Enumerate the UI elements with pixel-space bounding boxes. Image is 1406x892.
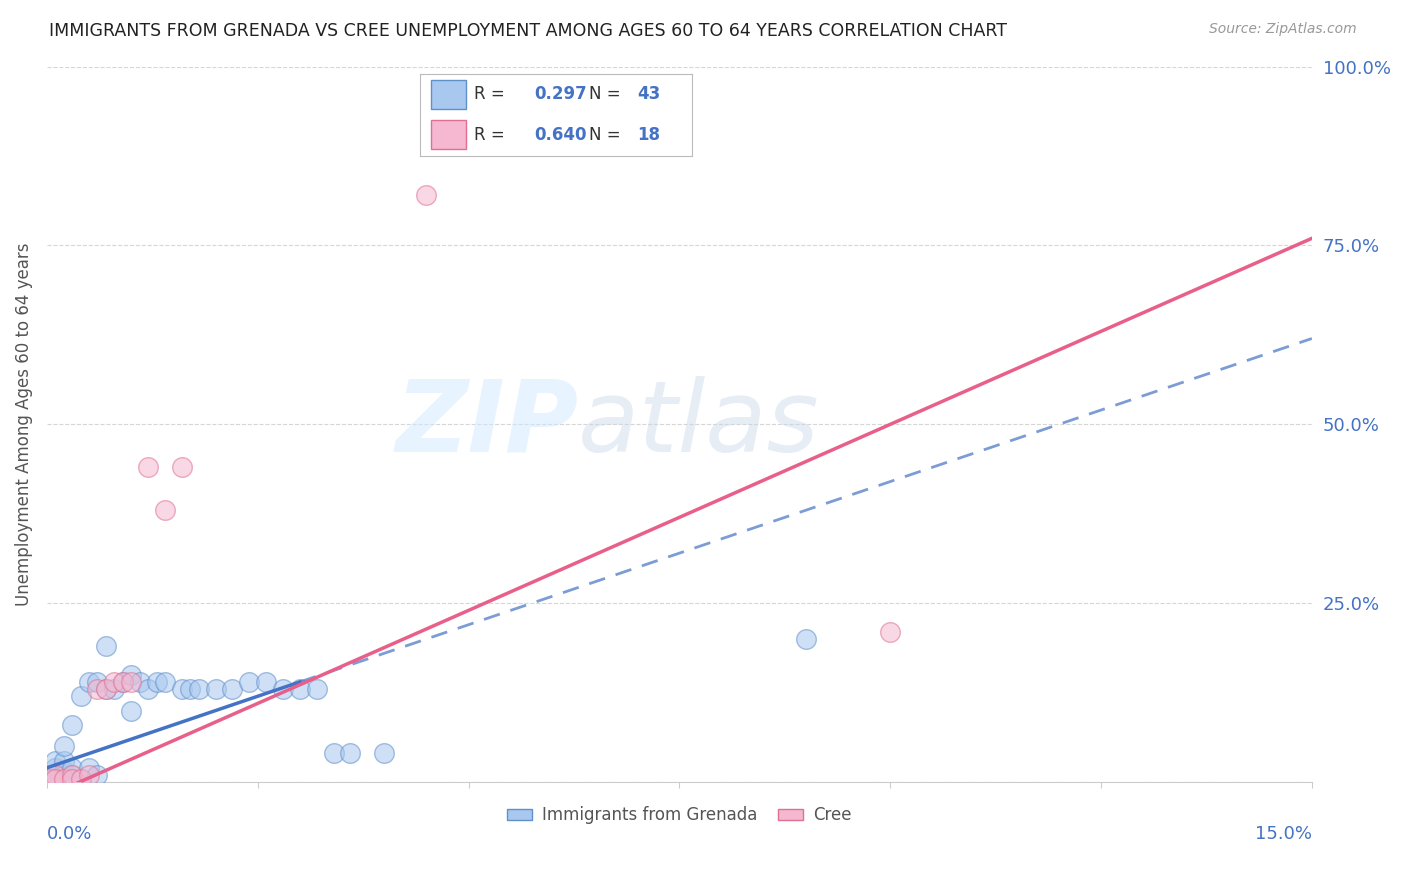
Point [86, 675, 108, 690]
Point [77, 768, 100, 782]
Point [103, 682, 125, 697]
Point [69, 772, 91, 786]
Point [373, 747, 395, 761]
Point [60, 718, 83, 732]
Point [322, 747, 344, 761]
Point [339, 747, 361, 761]
Point [60, 768, 83, 782]
Point [254, 675, 277, 690]
Point [305, 682, 328, 697]
Point [44, 772, 66, 786]
Point [120, 667, 142, 681]
Point [60, 768, 83, 782]
Point [44, 772, 66, 786]
Point [128, 675, 150, 690]
Point [69, 690, 91, 704]
Point [86, 768, 108, 782]
Point [120, 675, 142, 690]
Point [170, 682, 193, 697]
Point [153, 675, 176, 690]
Point [204, 682, 226, 697]
Point [39, 772, 62, 786]
Point [39, 772, 62, 786]
Text: ZIP: ZIP [395, 376, 578, 473]
Point [120, 704, 142, 718]
Point [179, 682, 201, 697]
Point [111, 675, 134, 690]
Point [39, 768, 62, 782]
Point [44, 768, 66, 782]
Text: IMMIGRANTS FROM GRENADA VS CREE UNEMPLOYMENT AMONG AGES 60 TO 64 YEARS CORRELATI: IMMIGRANTS FROM GRENADA VS CREE UNEMPLOY… [49, 22, 1007, 40]
Point [136, 460, 159, 475]
Text: Source: ZipAtlas.com: Source: ZipAtlas.com [1209, 22, 1357, 37]
Y-axis label: Unemployment Among Ages 60 to 64 years: Unemployment Among Ages 60 to 64 years [15, 243, 32, 606]
Point [271, 682, 294, 697]
Point [77, 761, 100, 775]
Point [44, 754, 66, 768]
Point [60, 772, 83, 786]
Point [238, 675, 260, 690]
Point [44, 761, 66, 775]
Point [77, 675, 100, 690]
Point [415, 188, 437, 202]
Point [170, 460, 193, 475]
Point [288, 682, 311, 697]
Point [221, 682, 243, 697]
Point [94, 639, 117, 653]
Point [879, 624, 901, 639]
Text: atlas: atlas [578, 376, 820, 473]
Point [94, 682, 117, 697]
Legend: Immigrants from Grenada, Cree: Immigrants from Grenada, Cree [501, 800, 858, 831]
Point [111, 675, 134, 690]
Point [794, 632, 817, 646]
Text: 15.0%: 15.0% [1256, 825, 1312, 843]
Point [94, 682, 117, 697]
Point [103, 675, 125, 690]
Point [153, 503, 176, 517]
Point [60, 772, 83, 786]
Point [86, 682, 108, 697]
Point [145, 675, 167, 690]
Text: 0.0%: 0.0% [46, 825, 93, 843]
Point [52, 772, 75, 786]
Point [52, 768, 75, 782]
Point [187, 682, 209, 697]
Point [69, 772, 91, 786]
Point [52, 754, 75, 768]
Point [52, 764, 75, 779]
Point [136, 682, 159, 697]
Point [60, 761, 83, 775]
Point [52, 739, 75, 754]
